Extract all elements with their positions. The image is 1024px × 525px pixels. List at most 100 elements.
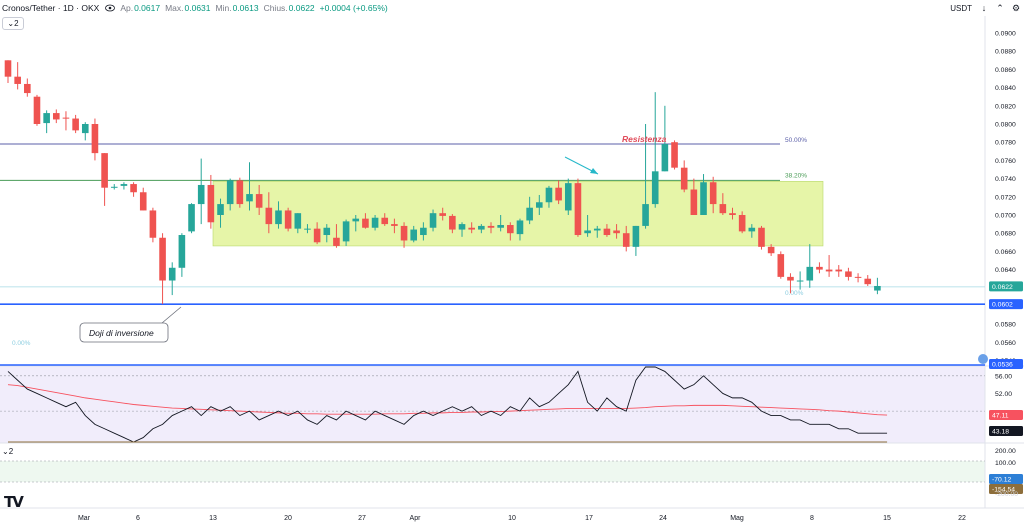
- support-price-tag: 0.0602: [992, 302, 1013, 309]
- candle-body: [53, 113, 60, 120]
- rsi-value-tag: 47.11: [992, 413, 1009, 420]
- rsi-panel-bg: [0, 366, 985, 443]
- candle-body: [342, 221, 350, 242]
- candle-body: [468, 227, 475, 230]
- cci-panel-bg: [0, 461, 985, 482]
- candle-body: [835, 269, 843, 272]
- indicator-toggle[interactable]: ⌄ 2: [2, 17, 24, 30]
- candle-body: [333, 237, 340, 246]
- rsi-ma-line: [7, 384, 888, 416]
- time-tick: Apr: [410, 515, 422, 522]
- candle-body: [120, 184, 128, 186]
- candle-body: [81, 124, 89, 134]
- candle-body: [429, 213, 437, 228]
- fib-50-label: 50.00%: [785, 137, 807, 144]
- open-label: Ap.: [120, 3, 134, 13]
- last-price-tag: 0.0622: [992, 284, 1013, 291]
- cci-value-tag-bg: [989, 474, 1023, 484]
- indicator-toggle-lower[interactable]: ⌄2: [2, 447, 13, 456]
- high-value: 0.0631: [184, 3, 211, 13]
- high-label: Max.: [165, 3, 184, 13]
- price-tick: 0.0640: [995, 267, 1016, 274]
- candle-body: [178, 235, 186, 268]
- eye-icon[interactable]: [105, 4, 116, 12]
- candle-body: [516, 220, 524, 235]
- time-tick: 27: [358, 515, 366, 522]
- last-price-tag-bg: [989, 281, 1023, 292]
- price-tick: 0.0820: [995, 103, 1016, 110]
- candle-body: [72, 118, 79, 131]
- candle-body: [91, 124, 99, 154]
- resistance-annotation: Resistenza: [622, 134, 667, 144]
- download-icon[interactable]: ↓: [981, 3, 987, 13]
- fib-price-tag: 0.0536: [992, 362, 1013, 369]
- time-tick: 22: [958, 515, 966, 522]
- cci-tick: 200.00: [995, 448, 1016, 455]
- candle-body: [632, 225, 640, 247]
- candle-body: [410, 229, 418, 241]
- candle-body: [168, 267, 176, 281]
- candle-body: [874, 285, 881, 291]
- candle-body: [864, 278, 872, 285]
- candle-body: [593, 228, 601, 231]
- price-tick: 0.0660: [995, 249, 1016, 256]
- candle-body: [729, 213, 736, 215]
- candle-body: [439, 213, 446, 216]
- rsi-tick: 56.00: [995, 373, 1012, 380]
- candle-body: [796, 280, 804, 282]
- candle-body: [352, 218, 360, 222]
- rsi-ma-tag-bg: [989, 425, 1023, 436]
- change-value: +0.0004 (+0.65%): [319, 3, 388, 13]
- candle-body: [371, 217, 379, 228]
- price-tick: 0.0860: [995, 67, 1016, 74]
- candle-body: [139, 192, 147, 211]
- candle-body: [507, 225, 514, 234]
- candle-body: [787, 276, 794, 281]
- candle-body: [545, 187, 553, 203]
- candle-body: [613, 230, 620, 234]
- indicator-count-lower: 2: [8, 447, 14, 456]
- cci-ma-tag-bg: [989, 484, 1023, 494]
- candle-body: [767, 246, 775, 254]
- settings-icon[interactable]: ⚙: [1011, 2, 1021, 13]
- time-tick: 8: [810, 515, 814, 522]
- candle-body: [642, 204, 649, 226]
- close-label: Chius.: [263, 3, 288, 13]
- candle-body: [526, 207, 533, 221]
- candle-body: [584, 230, 591, 234]
- doji-callout-text: Doji di inversione: [89, 328, 154, 338]
- candle-body: [304, 228, 311, 230]
- price-tick: 0.0740: [995, 176, 1016, 183]
- candle-body: [43, 113, 50, 124]
- candle-body: [574, 183, 582, 236]
- candle-body: [255, 194, 263, 208]
- collapse-icon[interactable]: ⌃: [996, 2, 1004, 13]
- price-tick: 0.0580: [995, 322, 1016, 329]
- price-tick: 0.0700: [995, 213, 1016, 220]
- doji-callout-box: [79, 322, 169, 343]
- fib-0-label: 0.00%: [785, 290, 804, 297]
- candle-body: [690, 189, 698, 215]
- candle-body: [748, 227, 756, 232]
- candle-body: [362, 218, 369, 228]
- candle-body: [159, 237, 166, 281]
- candle-body: [284, 210, 292, 229]
- time-tick: Mag: [730, 515, 744, 522]
- candle-body: [680, 167, 688, 190]
- currency-selector[interactable]: USDT: [950, 3, 972, 13]
- price-tick: 0.0720: [995, 194, 1016, 201]
- candle-body: [217, 204, 224, 215]
- candle-body: [603, 228, 611, 236]
- symbol-title[interactable]: Cronos/Tether · 1D · OKX: [2, 3, 100, 13]
- candle-body: [719, 204, 727, 214]
- candle-body: [265, 207, 273, 225]
- doji-callout-line: [161, 306, 182, 324]
- candle-body: [651, 171, 659, 205]
- candle-body: [845, 271, 852, 277]
- rsi-tick: 52.00: [995, 391, 1012, 398]
- candle-body: [391, 224, 398, 226]
- cci-tick: 100.00: [995, 460, 1016, 467]
- close-value: 0.0622: [288, 3, 315, 13]
- tradingview-logo-icon[interactable]: TV: [4, 493, 24, 511]
